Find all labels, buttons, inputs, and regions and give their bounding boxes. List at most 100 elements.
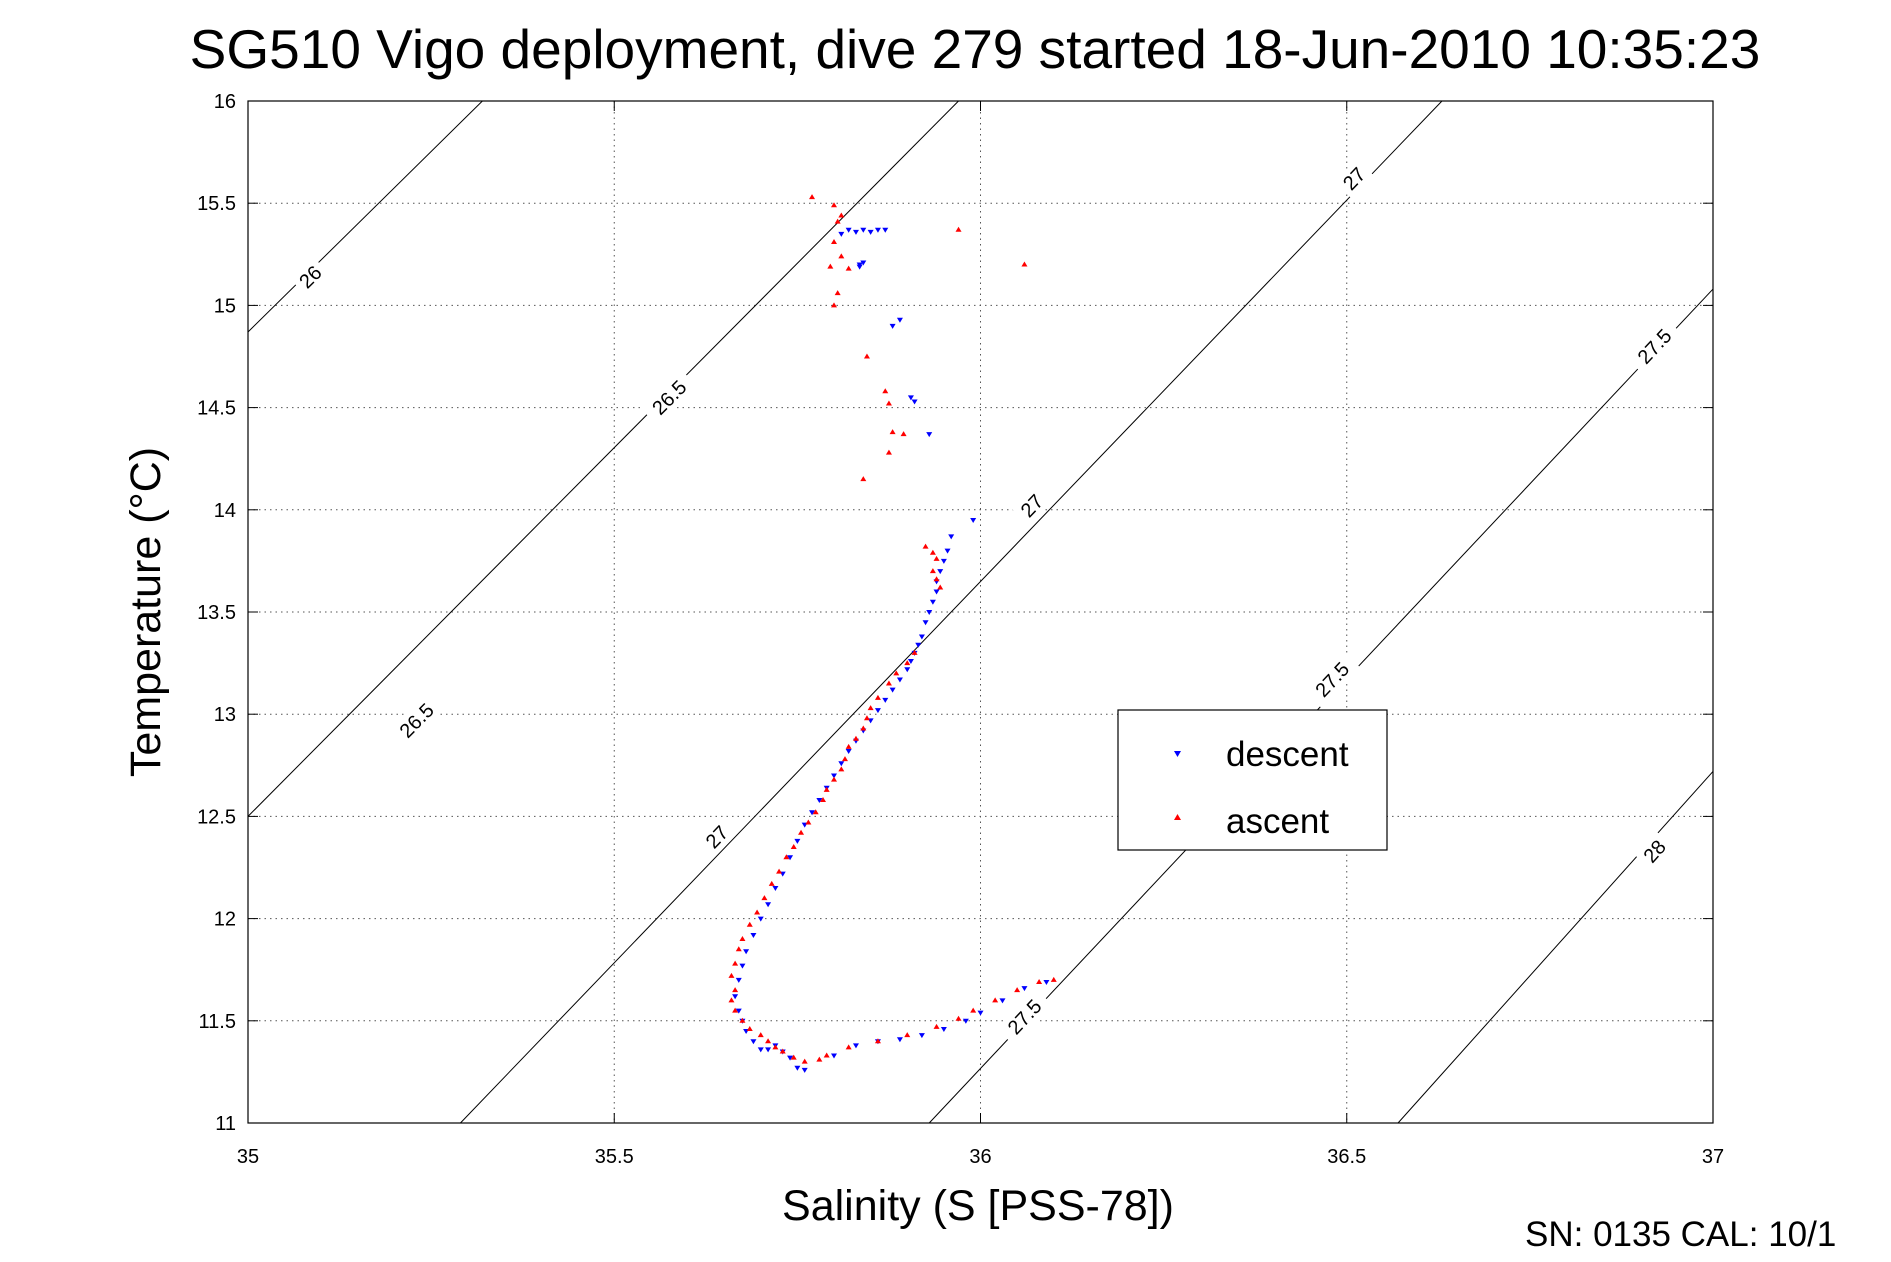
ascent-point [831,239,837,245]
ascent-point [845,1044,852,1050]
ascent-point [889,429,896,435]
isopycnal-label-bg [1012,485,1052,526]
descent-point [940,558,947,564]
descent-point [962,1018,969,1024]
ascent-point [838,212,845,218]
x-tick-label: 35.5 [595,1146,634,1168]
legend: descent ascent [1117,709,1388,851]
ascent-point [765,1038,772,1044]
y-tick-label: 14 [214,500,236,522]
descent-point [801,1067,808,1073]
descent-point [904,667,911,673]
descent-point [809,810,816,816]
x-axis-label: Salinity (S [PSS-78]) [782,1182,1174,1230]
ascent-point [904,660,911,666]
ascent-point [885,449,892,455]
descent-point [922,620,929,626]
ascent-point [874,694,881,700]
ascent-point [1050,976,1057,982]
calibration-footer: SN: 0135 CAL: 10/1 [1525,1215,1836,1254]
ascent-point [955,226,962,232]
ascent-point [933,555,940,561]
ascent-point [739,1017,746,1023]
descent-point [940,1026,947,1032]
ascent-point [874,1038,881,1044]
isopycnal-label-bg [388,692,445,749]
legend-box [1117,709,1388,851]
ascent-point [779,1048,786,1054]
descent-point [1043,979,1050,985]
descent-point [882,227,889,233]
y-tick-label: 14.5 [197,398,236,420]
isopycnal-label-bg [290,257,331,297]
ascent-point [732,1007,739,1013]
descent-point [831,773,837,779]
descent-point [757,916,764,922]
x-tick-label: 36 [969,1146,991,1168]
ascent-point [867,705,874,711]
descent-point [838,761,845,767]
ascent-point [772,1044,779,1050]
ascent-point [955,1015,962,1021]
ascent-point [776,868,783,874]
descent-point [926,432,933,438]
ascent-point [820,797,827,803]
y-tick-label: 13 [214,704,236,726]
ascent-point [860,725,867,731]
ascent-point [812,809,819,815]
descent-point [999,998,1006,1004]
ascent-point [863,353,870,359]
ascent-point [904,1032,911,1038]
descent-point [794,838,801,844]
ascent-point [922,543,929,549]
ascent-point [860,476,867,482]
y-tick-label: 11.5 [199,1011,236,1033]
ascent-point [863,715,870,721]
ascent-point [831,776,837,782]
descent-point [948,534,955,540]
isopycnal-line [460,100,1443,1124]
descent-point [889,687,896,693]
ascent-point [768,880,775,886]
ascent-point [798,829,805,835]
ascent-point [809,194,816,200]
descent-point [735,977,742,983]
axis-ticks: 35 35.5 36 36.5 37 11 11.5 12 12.5 13 13.5 14 14.5 15… [197,91,1724,1168]
descent-point [918,1033,925,1039]
ascent-point [838,253,845,259]
legend-ascent-marker [1174,814,1181,820]
ascent-point [761,895,768,901]
descent-point [794,1065,801,1071]
descent-point [860,260,867,266]
y-tick-label: 12.5 [197,806,236,828]
descent-point [739,963,746,969]
descent-point [845,227,852,233]
descent-point [907,659,914,665]
y-tick-label: 12 [214,909,236,931]
descent-point [732,994,739,1000]
ascent-point [746,921,753,927]
isopycnal-line [247,100,959,817]
descent-point [918,634,925,640]
descent-point [874,227,881,233]
descent-point [929,599,936,605]
isopycnal-label-bg [640,369,698,426]
descent-point [845,748,852,754]
chart-title: SG510 Vigo deployment, dive 279 started … [190,18,1761,80]
ascent-point [757,1032,764,1038]
ascent-point [739,936,746,942]
isopycnal-label-bg [1334,158,1374,199]
y-axis-label: Temperature (°C) [122,447,170,777]
isopycnal-label-bg [697,816,737,857]
ascent-point [933,576,940,582]
ascent-point [845,265,852,271]
ascent-point [805,819,812,825]
ascent-point [911,649,918,655]
ascent-point [885,400,892,406]
descent-point [757,1047,764,1053]
ascent-point [816,1056,823,1062]
ascent-point [970,1007,977,1013]
descent-point [944,548,951,554]
ascent-point [845,743,852,749]
descent-point [937,569,944,575]
